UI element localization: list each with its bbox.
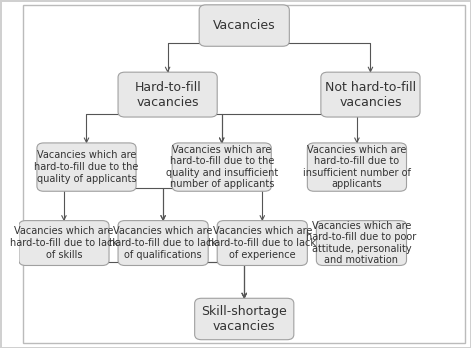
FancyBboxPatch shape <box>321 72 420 117</box>
Text: Skill-shortage
vacancies: Skill-shortage vacancies <box>202 305 287 333</box>
FancyBboxPatch shape <box>118 221 208 266</box>
Text: Vacancies which are
hard-to-fill due to lack
of qualifications: Vacancies which are hard-to-fill due to … <box>109 227 217 260</box>
Text: Vacancies which are
hard-to-fill due to the
quality and insufficient
number of a: Vacancies which are hard-to-fill due to … <box>166 145 278 190</box>
Text: Vacancies which are
hard-to-fill due to lack
of experience: Vacancies which are hard-to-fill due to … <box>208 227 317 260</box>
FancyBboxPatch shape <box>172 143 271 191</box>
Text: Vacancies which are
hard-to-fill due to lack
of skills: Vacancies which are hard-to-fill due to … <box>10 227 118 260</box>
Text: Vacancies which are
hard-to-fill due to poor
attitude, personality
and motivatio: Vacancies which are hard-to-fill due to … <box>306 221 416 266</box>
Text: Vacancies: Vacancies <box>213 19 276 32</box>
FancyBboxPatch shape <box>317 221 406 266</box>
FancyBboxPatch shape <box>118 72 217 117</box>
FancyBboxPatch shape <box>195 298 294 340</box>
FancyBboxPatch shape <box>217 221 308 266</box>
Text: Not hard-to-fill
vacancies: Not hard-to-fill vacancies <box>325 81 416 109</box>
FancyBboxPatch shape <box>19 221 109 266</box>
Text: Hard-to-fill
vacancies: Hard-to-fill vacancies <box>134 81 201 109</box>
FancyBboxPatch shape <box>37 143 136 191</box>
FancyBboxPatch shape <box>199 5 289 46</box>
Text: Vacancies which are
hard-to-fill due to
insufficient number of
applicants: Vacancies which are hard-to-fill due to … <box>303 145 411 190</box>
FancyBboxPatch shape <box>308 143 406 191</box>
Text: Vacancies which are
hard-to-fill due to the
quality of applicants: Vacancies which are hard-to-fill due to … <box>34 150 138 184</box>
